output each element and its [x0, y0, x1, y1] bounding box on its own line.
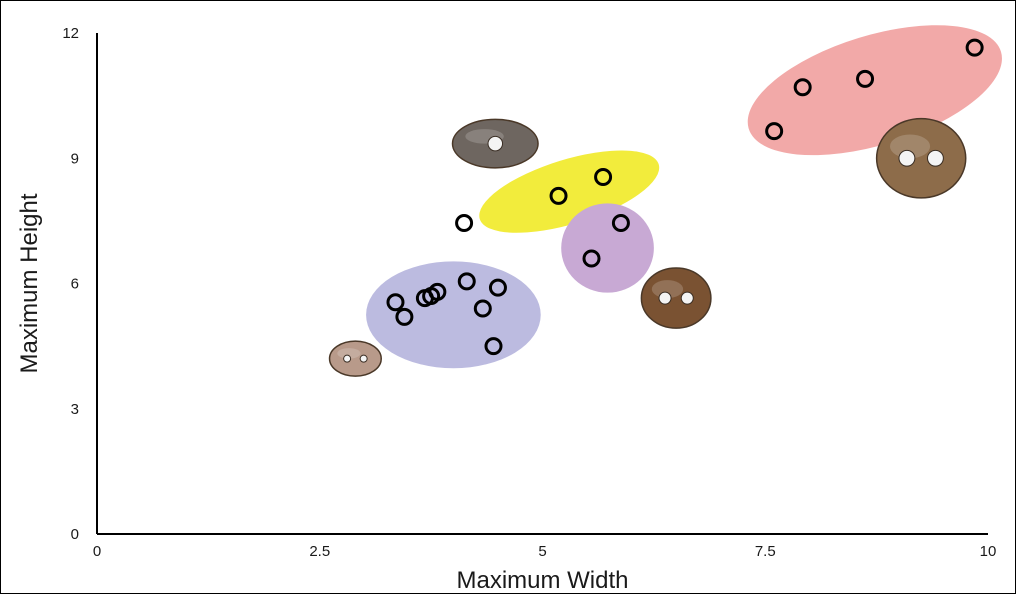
x-axis-title: Maximum Width [456, 567, 628, 594]
y-tick-label: 9 [71, 150, 79, 167]
data-point [582, 249, 601, 268]
bead-hole [359, 354, 368, 363]
bead-images [328, 117, 967, 377]
data-point [473, 299, 492, 318]
irregular-one-hole-bead-image [451, 118, 539, 169]
data-point [611, 213, 630, 232]
data-point [395, 307, 414, 326]
data-point [793, 78, 812, 97]
x-tick-label: 2.5 [309, 543, 330, 560]
data-point [455, 213, 474, 232]
bead-hole [926, 149, 944, 167]
x-tick-label: 0 [93, 543, 101, 560]
y-tick-label: 12 [62, 25, 79, 42]
data-point [594, 168, 613, 187]
data-point [428, 282, 447, 301]
brown-two-hole-bead-image [640, 267, 712, 329]
data-point [965, 38, 984, 57]
bead-hole [487, 135, 504, 152]
large-two-hole-bead-image [875, 117, 967, 199]
data-point [484, 337, 503, 356]
y-axis-title: Maximum Height [16, 193, 43, 373]
data-point [549, 186, 568, 205]
group-ellipse [366, 261, 541, 369]
x-tick-label: 5 [538, 543, 546, 560]
bead-hole [343, 354, 352, 363]
tick-labels: 0 2.5 5 7.5 10 0 3 6 9 12 [62, 25, 996, 560]
bead-body [875, 117, 967, 199]
bead-highlight [337, 348, 361, 359]
group-ellipse [747, 25, 1002, 156]
bead-highlight [651, 280, 684, 299]
y-tick-label: 0 [71, 526, 79, 543]
bead-hole [680, 291, 694, 305]
x-tick-label: 10 [980, 543, 997, 560]
small-two-hole-bead-image [328, 340, 382, 377]
y-tick-label: 6 [71, 276, 79, 293]
data-point [457, 272, 476, 291]
bead-hole [898, 149, 916, 167]
data-point [386, 293, 405, 312]
bead-body [640, 267, 712, 329]
y-tick-label: 3 [71, 401, 79, 418]
data-points [386, 38, 984, 356]
x-tick-label: 7.5 [755, 543, 776, 560]
bead-hole [658, 291, 672, 305]
bead-highlight [889, 134, 931, 159]
data-point [765, 122, 784, 141]
bead-body [328, 340, 382, 377]
axes [96, 33, 988, 535]
group-ellipse [561, 203, 654, 293]
data-point [856, 69, 875, 88]
data-point [488, 278, 507, 297]
group-ellipse [479, 150, 660, 233]
